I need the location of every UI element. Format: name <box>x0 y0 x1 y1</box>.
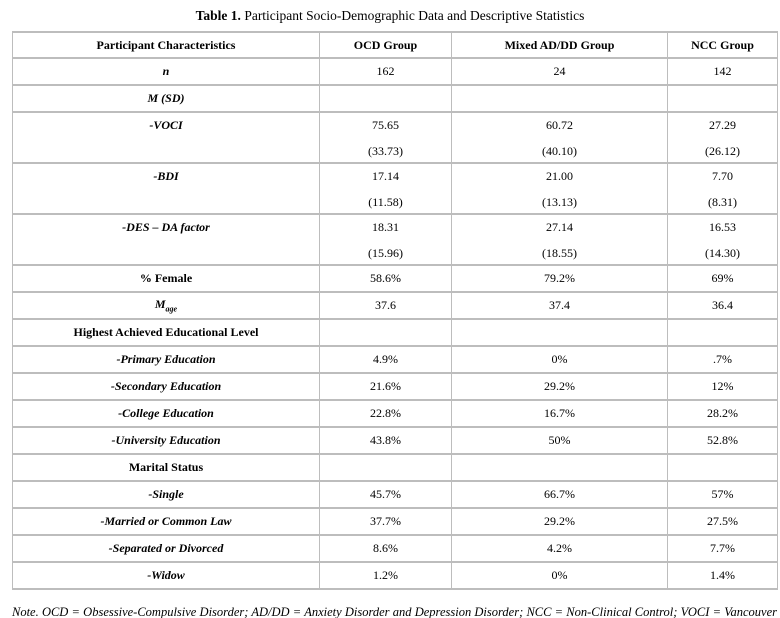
data-cell: 27.5% <box>667 507 778 536</box>
row-label: Mage <box>12 291 320 320</box>
table-title-text: Participant Socio-Demographic Data and D… <box>240 8 585 23</box>
data-cell: 37.7% <box>319 507 452 536</box>
table-row: -College Education 22.8% 16.7% 28.2% <box>12 399 778 428</box>
data-cell <box>667 453 778 482</box>
row-label: % Female <box>12 264 320 293</box>
data-cell: 22.8% <box>319 399 452 428</box>
data-cell: 0% <box>451 345 668 374</box>
table-row: Marital Status <box>12 453 778 482</box>
data-cell: 29.2% <box>451 507 668 536</box>
column-header-mixed: Mixed AD/DD Group <box>451 31 668 59</box>
row-label: -Single <box>12 480 320 509</box>
data-cell <box>451 453 668 482</box>
data-cell: 36.4 <box>667 291 778 320</box>
row-label: Highest Achieved Educational Level <box>12 318 320 347</box>
data-cell: 142 <box>667 57 778 86</box>
row-label: -BDI <box>12 162 320 215</box>
header-row: Participant Characteristics OCD Group Mi… <box>12 31 778 59</box>
row-label: -VOCI <box>12 111 320 164</box>
data-cell: 29.2% <box>451 372 668 401</box>
table-row: -University Education 43.8% 50% 52.8% <box>12 426 778 455</box>
data-cell: 24 <box>451 57 668 86</box>
data-cell: 21.00 (13.13) <box>451 162 668 215</box>
table-row: -Separated or Divorced 8.6% 4.2% 7.7% <box>12 534 778 563</box>
table-row: -Secondary Education 21.6% 29.2% 12% <box>12 372 778 401</box>
table-row: Mage 37.6 37.4 36.4 <box>12 291 778 320</box>
table-row: -DES – DA factor 18.31 (15.96) 27.14 (18.5… <box>12 213 778 266</box>
data-cell: 58.6% <box>319 264 452 293</box>
row-label: -DES – DA factor <box>12 213 320 266</box>
row-label: -Primary Education <box>12 345 320 374</box>
column-header-characteristics: Participant Characteristics <box>12 31 320 59</box>
table-number-label: Table 1. <box>195 8 241 23</box>
data-cell: 8.6% <box>319 534 452 563</box>
data-cell: 4.2% <box>451 534 668 563</box>
data-cell: 28.2% <box>667 399 778 428</box>
data-cell <box>319 84 452 113</box>
data-cell: 66.7% <box>451 480 668 509</box>
data-cell: 4.9% <box>319 345 452 374</box>
table-row: % Female 58.6% 79.2% 69% <box>12 264 778 293</box>
participant-table: Participant Characteristics OCD Group Mi… <box>12 31 778 590</box>
row-label: -Secondary Education <box>12 372 320 401</box>
data-cell: 7.7% <box>667 534 778 563</box>
table-row: -BDI 17.14 (11.58) 21.00 (13.13) 7.70 (8.31… <box>12 162 778 215</box>
data-cell: 27.29 (26.12) <box>667 111 778 164</box>
table-title: Table 1. Participant Socio-Demographic D… <box>0 0 780 24</box>
table-row: Highest Achieved Educational Level <box>12 318 778 347</box>
data-cell: 16.7% <box>451 399 668 428</box>
data-cell: 60.72 (40.10) <box>451 111 668 164</box>
row-label: -Married or Common Law <box>12 507 320 536</box>
row-label: Marital Status <box>12 453 320 482</box>
data-cell: 37.6 <box>319 291 452 320</box>
data-cell: 57% <box>667 480 778 509</box>
data-cell <box>451 84 668 113</box>
row-label: -Widow <box>12 561 320 590</box>
row-label: -Separated or Divorced <box>12 534 320 563</box>
table-row: -Single 45.7% 66.7% 57% <box>12 480 778 509</box>
table-note: Note. OCD = Obsessive-Compulsive Disorde… <box>12 605 777 618</box>
data-cell: 17.14 (11.58) <box>319 162 452 215</box>
column-header-ncc: NCC Group <box>667 31 778 59</box>
data-cell: 79.2% <box>451 264 668 293</box>
table-row: -Widow 1.2% 0% 1.4% <box>12 561 778 590</box>
table-row: M (SD) <box>12 84 778 113</box>
data-cell: 18.31 (15.96) <box>319 213 452 266</box>
data-cell <box>451 318 668 347</box>
table-row: -Primary Education 4.9% 0% .7% <box>12 345 778 374</box>
age-subscript: age <box>165 304 178 314</box>
row-label: n <box>12 57 320 86</box>
data-cell <box>667 318 778 347</box>
data-cell: 75.65 (33.73) <box>319 111 452 164</box>
data-cell: 69% <box>667 264 778 293</box>
data-cell <box>319 453 452 482</box>
data-cell: 1.2% <box>319 561 452 590</box>
data-cell: .7% <box>667 345 778 374</box>
data-cell: 162 <box>319 57 452 86</box>
table-row: -Married or Common Law 37.7% 29.2% 27.5% <box>12 507 778 536</box>
row-label: M (SD) <box>12 84 320 113</box>
data-cell: 12% <box>667 372 778 401</box>
row-label: -College Education <box>12 399 320 428</box>
data-cell: 1.4% <box>667 561 778 590</box>
data-cell: 52.8% <box>667 426 778 455</box>
data-cell: 21.6% <box>319 372 452 401</box>
data-cell: 45.7% <box>319 480 452 509</box>
table-row: -VOCI 75.65 (33.73) 60.72 (40.10) 27.29 (26… <box>12 111 778 164</box>
data-cell <box>667 84 778 113</box>
data-cell: 50% <box>451 426 668 455</box>
data-cell: 0% <box>451 561 668 590</box>
column-header-ocd: OCD Group <box>319 31 452 59</box>
data-cell: 27.14 (18.55) <box>451 213 668 266</box>
data-cell: 37.4 <box>451 291 668 320</box>
table-row: n 162 24 142 <box>12 57 778 86</box>
data-cell: 16.53 (14.30) <box>667 213 778 266</box>
data-cell: 7.70 (8.31) <box>667 162 778 215</box>
data-cell <box>319 318 452 347</box>
data-cell: 43.8% <box>319 426 452 455</box>
row-label: -University Education <box>12 426 320 455</box>
